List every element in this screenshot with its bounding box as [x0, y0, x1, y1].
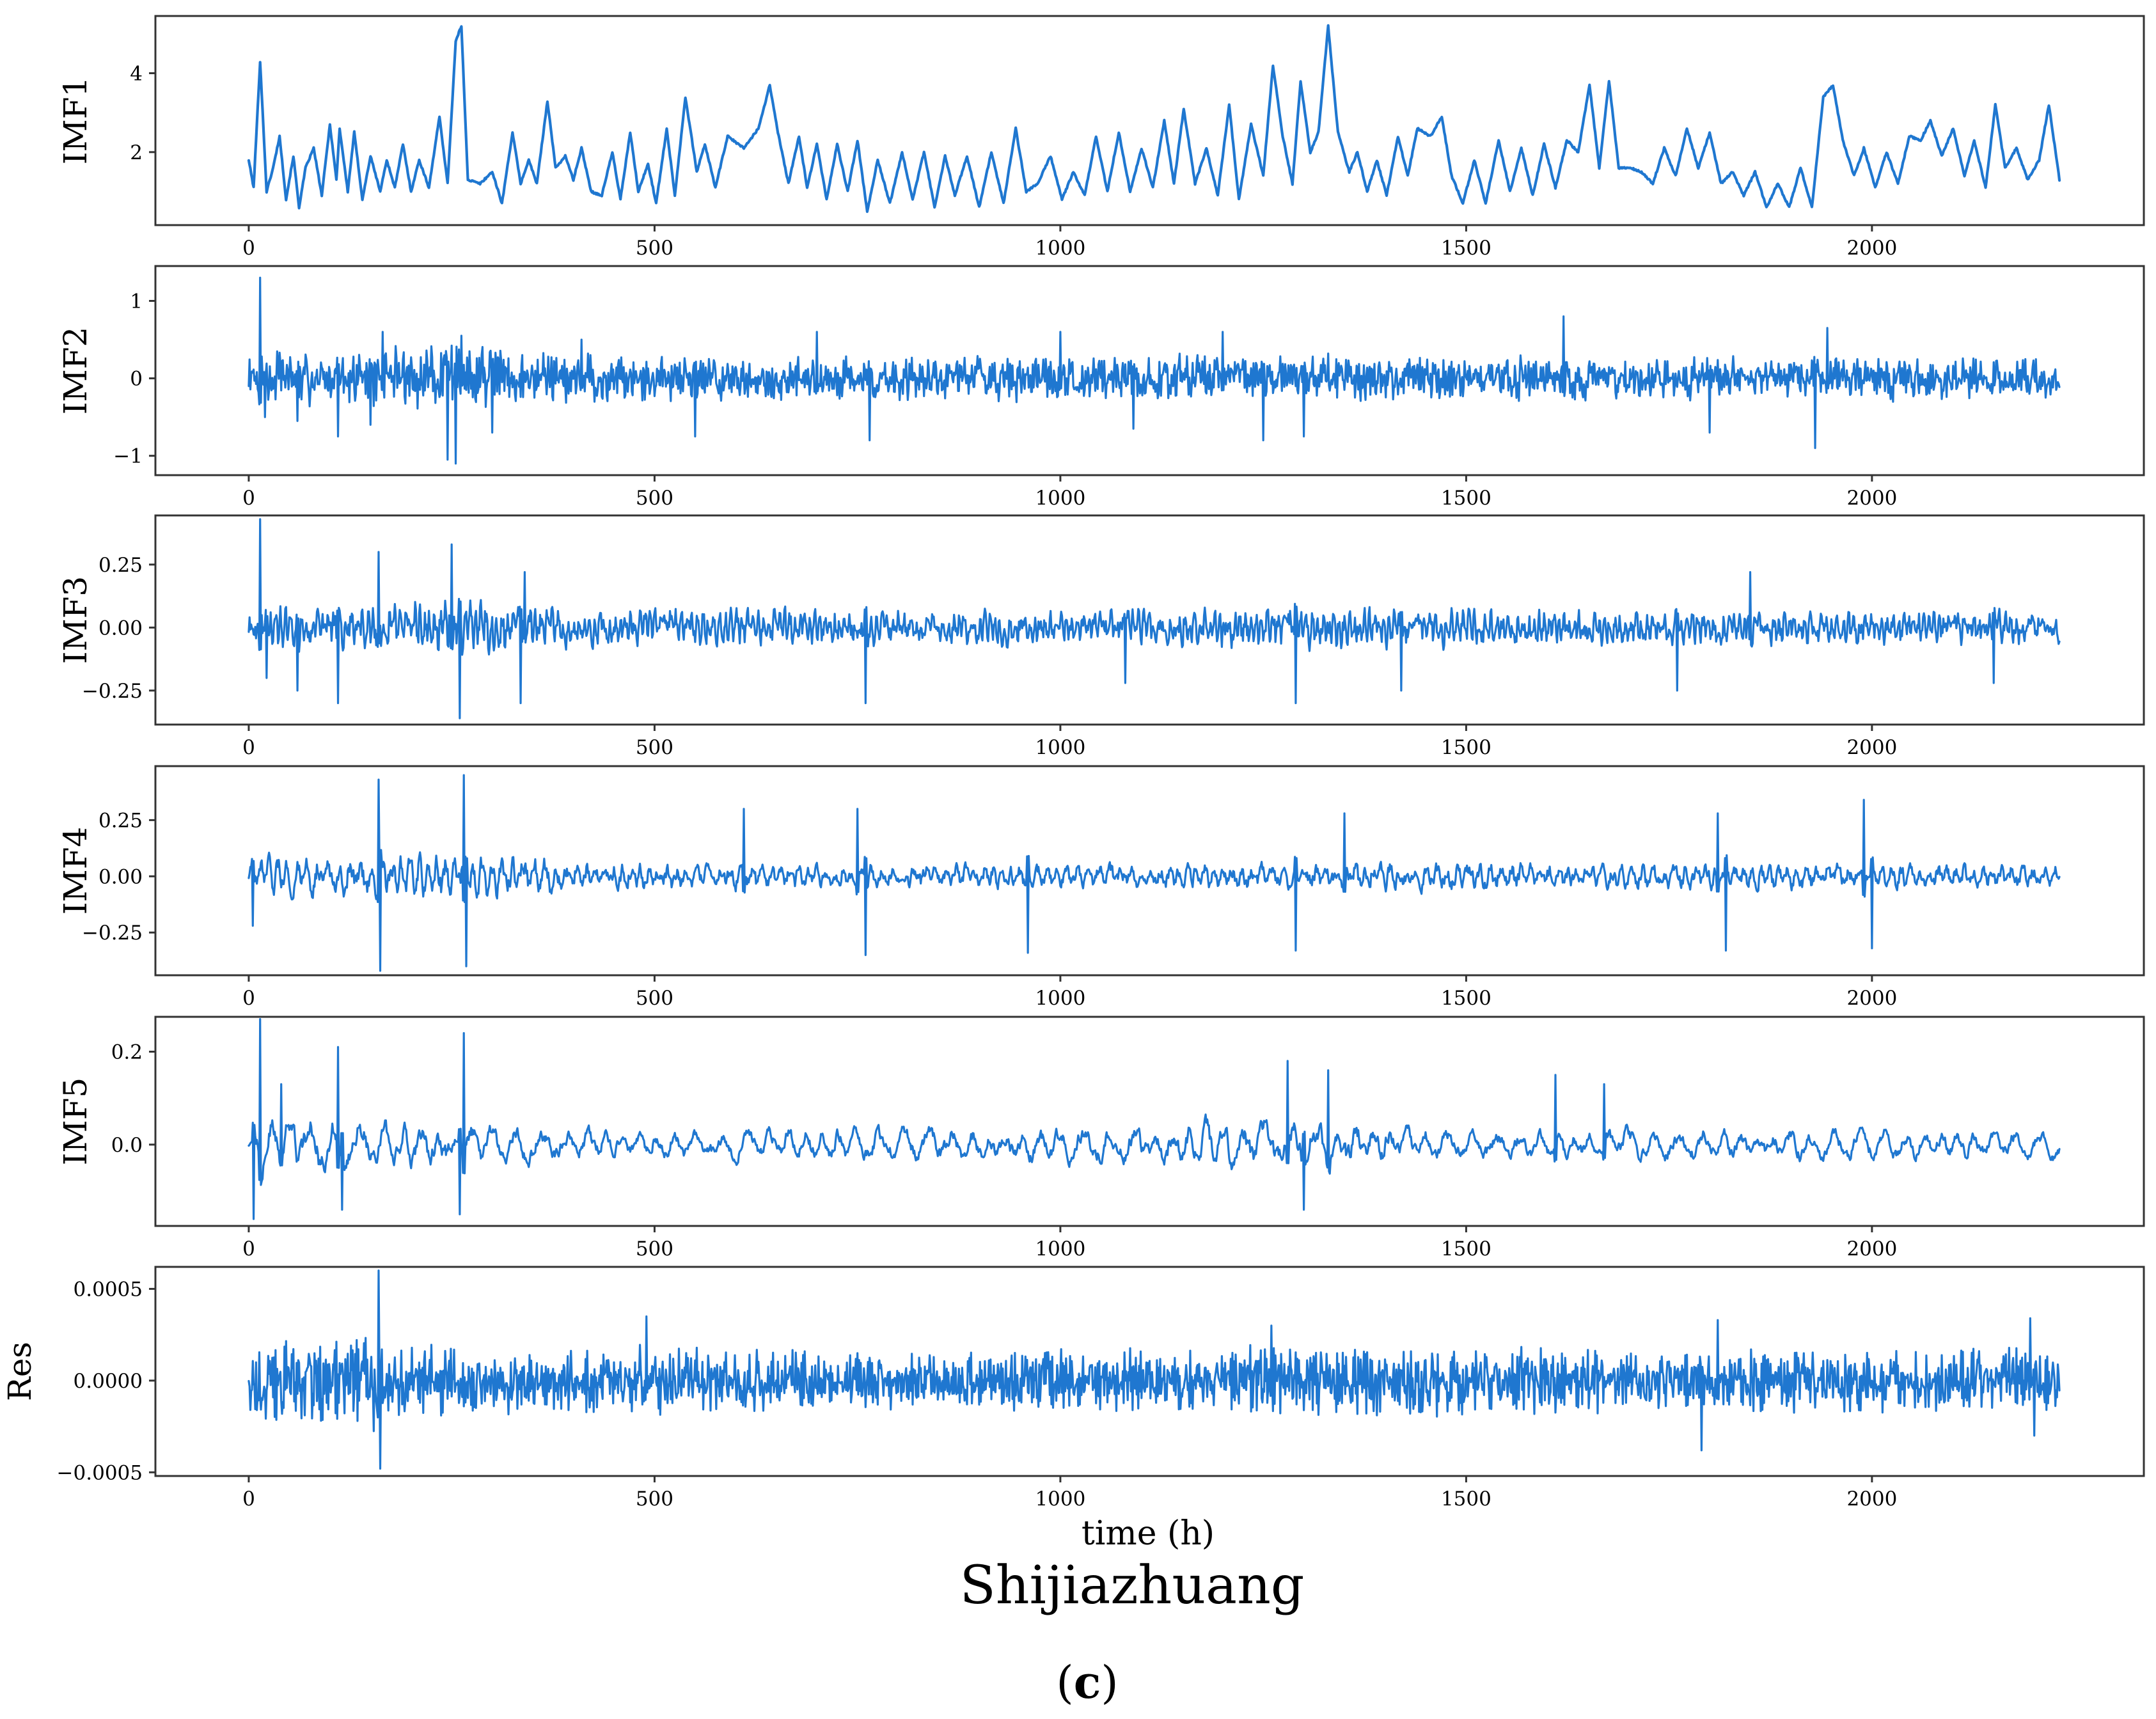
x-axis-label: time (h)	[1082, 1514, 1215, 1553]
y-tick-label: 0.0000	[74, 1370, 143, 1393]
x-tick-label: 0	[242, 1487, 255, 1511]
x-tick-label: 1000	[1035, 1487, 1085, 1511]
x-tick-label: 1500	[1441, 987, 1491, 1010]
x-tick-label: 500	[636, 736, 673, 759]
x-tick-label: 1000	[1035, 1237, 1085, 1260]
x-tick-label: 1000	[1035, 487, 1085, 510]
y-tick-label: 0.00	[98, 865, 143, 888]
axes-frame	[154, 765, 2145, 977]
panel-imf1: 0 500 1000 1500 2000 2 4 IMF1	[57, 15, 2145, 260]
axes-frame	[154, 1016, 2145, 1227]
y-tick-label: −0.25	[82, 922, 143, 945]
panel-res: 0 500 1000 1500 2000 −0.0005 0.0000 0.0005 Res	[1, 1266, 2145, 1511]
axes-frame	[154, 514, 2145, 726]
panel-imf2: 0 500 1000 1500 2000 −1 0 1 IMF2	[57, 265, 2145, 510]
series-line-imf2	[248, 276, 2061, 465]
figure-title: Shijiazhuang	[960, 1555, 1305, 1616]
x-tick-label: 2000	[1846, 736, 1897, 759]
y-tick-label: −0.25	[82, 680, 143, 703]
axes-frame	[154, 15, 2145, 226]
x-tick-label: 1500	[1441, 487, 1491, 510]
y-axis-label: IMF3	[57, 576, 94, 664]
x-tick-label: 0	[242, 487, 255, 510]
y-axis-label: Res	[1, 1342, 38, 1401]
x-tick-label: 2000	[1846, 987, 1897, 1010]
y-tick-label: 0.0	[111, 1134, 143, 1157]
x-tick-label: 2000	[1846, 1237, 1897, 1260]
x-tick-label: 0	[242, 237, 255, 260]
x-tick-label: 0	[242, 987, 255, 1010]
x-tick-label: 500	[636, 987, 673, 1010]
y-tick-label: 0.2	[111, 1041, 143, 1064]
y-axis-label: IMF1	[57, 77, 94, 164]
y-tick-label: 0.25	[98, 809, 143, 832]
axes-frame	[154, 1266, 2145, 1477]
x-tick-label: 500	[636, 237, 673, 260]
x-tick-label: 1500	[1441, 237, 1491, 260]
panel-sublabel: (c)	[1056, 1656, 1118, 1709]
x-tick-label: 1000	[1035, 736, 1085, 759]
y-axis-label: IMF5	[57, 1078, 94, 1165]
panel-imf5: 0 500 1000 1500 2000 0.0 0.2 IMF5	[57, 1016, 2145, 1260]
x-tick-label: 2000	[1846, 1487, 1897, 1511]
series-line-imf1	[247, 24, 2061, 214]
series-line-imf4	[248, 774, 2061, 972]
axes-frame	[154, 265, 2145, 476]
sublabel-close: )	[1101, 1656, 1118, 1709]
y-tick-label: 0.25	[98, 554, 143, 577]
x-tick-label: 1500	[1441, 1237, 1491, 1260]
x-tick-label: 2000	[1846, 487, 1897, 510]
x-tick-label: 1500	[1441, 1487, 1491, 1511]
y-tick-label: 0.00	[98, 616, 143, 640]
series-line-imf3	[248, 518, 2061, 719]
y-tick-label: 0.0005	[74, 1278, 143, 1301]
x-tick-label: 0	[242, 736, 255, 759]
x-tick-label: 2000	[1846, 237, 1897, 260]
y-tick-label: −0.0005	[57, 1461, 143, 1484]
series-line-imf5	[248, 1018, 2061, 1220]
y-tick-label: 0	[130, 368, 143, 391]
y-axis-label: IMF2	[57, 327, 94, 414]
x-tick-label: 0	[242, 1237, 255, 1260]
y-tick-label: 4	[130, 62, 143, 85]
y-axis-label: IMF4	[57, 827, 94, 914]
x-tick-label: 500	[636, 487, 673, 510]
y-tick-label: −1	[113, 445, 143, 468]
y-tick-label: 2	[130, 141, 143, 164]
x-tick-label: 1000	[1035, 987, 1085, 1010]
series-line-res	[248, 1269, 2061, 1470]
sublabel-open: (	[1056, 1656, 1073, 1709]
x-tick-label: 500	[636, 1237, 673, 1260]
y-tick-label: 1	[130, 290, 143, 313]
x-tick-label: 1000	[1035, 237, 1085, 260]
x-tick-label: 500	[636, 1487, 673, 1511]
sublabel-letter: c	[1074, 1656, 1101, 1709]
x-tick-label: 1500	[1441, 736, 1491, 759]
